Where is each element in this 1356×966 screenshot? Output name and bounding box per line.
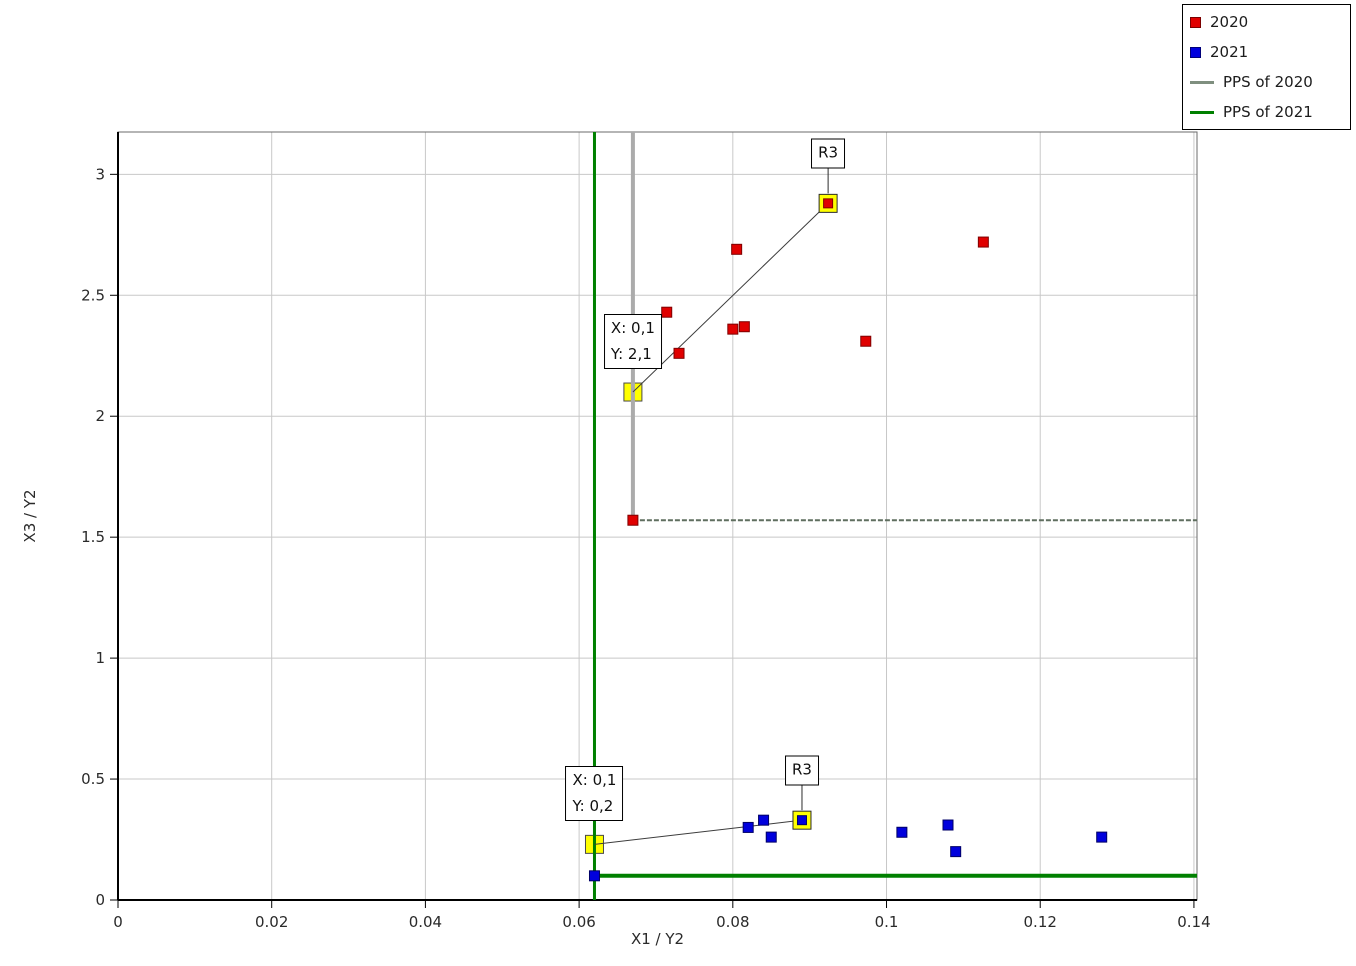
legend-line-swatch-icon: [1190, 110, 1214, 114]
legend-line-swatch-icon: [1190, 80, 1214, 84]
x-tick-label: 0.14: [1177, 913, 1210, 931]
legend-square-swatch-icon: [1190, 46, 1201, 58]
x-axis-title: X1 / Y2: [630, 930, 685, 948]
point-2020[interactable]: [977, 236, 989, 248]
connector-line: [632, 202, 829, 393]
y-tick-label: 0.5: [81, 770, 105, 788]
point-2021[interactable]: [742, 821, 754, 833]
legend: 2020 2021 PPS of 2020 PPS of 2021: [1182, 4, 1351, 130]
point-2021[interactable]: [1096, 831, 1108, 843]
y-tick-label: 1: [95, 649, 105, 667]
coordinate-callout: X: 0,1 Y: 0,2: [565, 766, 624, 822]
coordinate-callout: X: 0,1 Y: 2,1: [603, 314, 662, 370]
point-2021[interactable]: [758, 814, 770, 826]
y-tick-label: 2: [95, 407, 105, 425]
x-tick-label: 0: [113, 913, 123, 931]
highlighted-point-core: [796, 815, 807, 826]
legend-label: 2020: [1210, 13, 1249, 31]
legend-item-pps-of-2020[interactable]: PPS of 2020: [1190, 67, 1340, 97]
point-2020[interactable]: [673, 347, 685, 359]
point-2020[interactable]: [731, 243, 743, 255]
point-2020[interactable]: [860, 335, 872, 347]
point-2021[interactable]: [950, 846, 962, 858]
x-tick-label: 0.02: [255, 913, 288, 931]
legend-item-2021[interactable]: 2021: [1190, 37, 1340, 67]
legend-label: PPS of 2020: [1223, 73, 1313, 91]
x-tick-label: 0.1: [875, 913, 899, 931]
point-2020[interactable]: [738, 321, 750, 333]
x-tick-label: 0.06: [562, 913, 595, 931]
y-tick-label: 1.5: [81, 528, 105, 546]
y-axis-title: X3 / Y2: [21, 489, 39, 543]
point-label-callout: R3: [784, 755, 819, 786]
x-tick-label: 0.12: [1024, 913, 1057, 931]
x-tick-label: 0.04: [409, 913, 442, 931]
point-2021[interactable]: [588, 870, 600, 882]
y-tick-label: 3: [95, 165, 105, 183]
legend-item-2020[interactable]: 2020: [1190, 7, 1340, 37]
point-2021[interactable]: [765, 831, 777, 843]
y-tick-label: 0: [95, 891, 105, 909]
point-2021[interactable]: [896, 826, 908, 838]
highlighted-point-core: [823, 198, 834, 209]
legend-square-swatch-icon: [1190, 16, 1201, 28]
point-2020[interactable]: [661, 306, 673, 318]
point-2020[interactable]: [627, 514, 639, 526]
point-2020[interactable]: [727, 323, 739, 335]
plot-border: [117, 131, 1198, 901]
point-2021[interactable]: [942, 819, 954, 831]
legend-item-pps-of-2021[interactable]: PPS of 2021: [1190, 97, 1340, 127]
legend-label: PPS of 2021: [1223, 103, 1313, 121]
x-tick-label: 0.08: [716, 913, 749, 931]
y-tick-label: 2.5: [81, 286, 105, 304]
legend-label: 2021: [1210, 43, 1249, 61]
point-label-callout: R3: [811, 138, 846, 169]
